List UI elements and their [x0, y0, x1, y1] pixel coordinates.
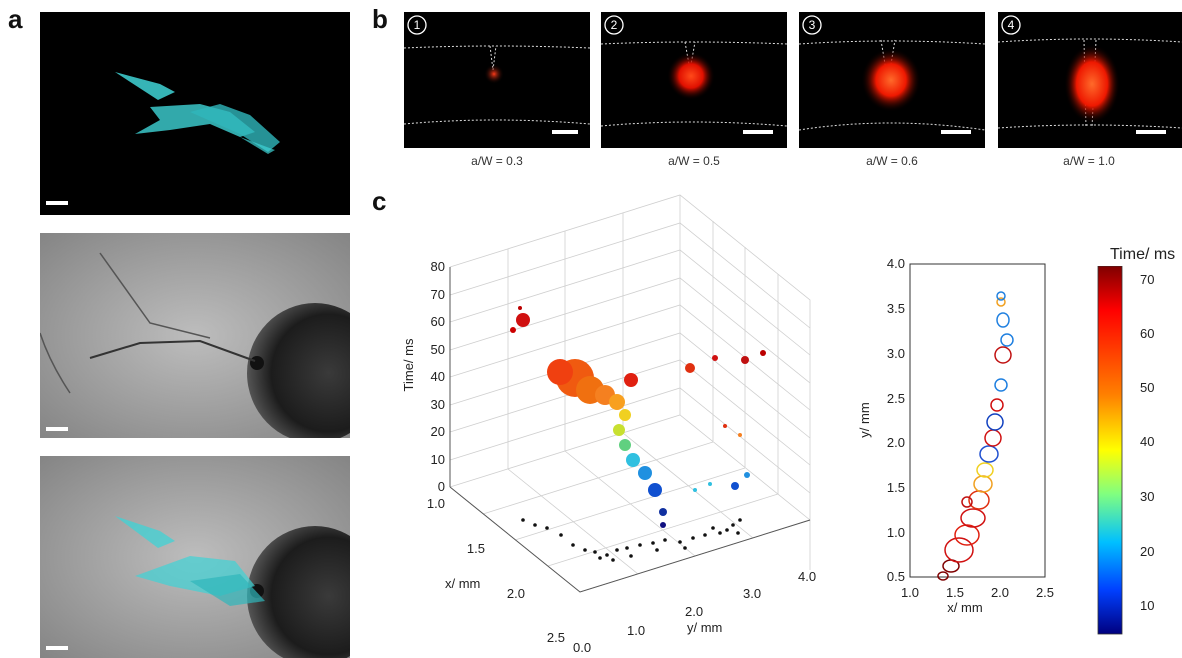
x-tick-1-0: 1.0 [427, 496, 445, 511]
y2d-tick-6: 3.5 [887, 301, 905, 316]
scatter-3d-plot: 0 10 20 30 40 50 60 70 80 Time/ ms 1.0 1… [401, 194, 816, 655]
scale-bar-2 [46, 427, 68, 431]
brightfield-image [40, 233, 350, 438]
panel-label-b: b [372, 4, 388, 34]
x2d-axis-label: x/ mm [947, 600, 982, 615]
y-tick-4-0: 4.0 [798, 569, 816, 584]
overlay-image [40, 456, 350, 658]
y-tick-1-0: 1.0 [627, 623, 645, 638]
frame-1-drawing [403, 45, 591, 134]
x2d-tick-1: 1.5 [946, 585, 964, 600]
z-tick-labels: 0 10 20 30 40 50 60 70 80 [431, 259, 445, 494]
frame-4-caption: a/W = 1.0 [1063, 154, 1115, 168]
colorbar-tick-60: 60 [1140, 326, 1154, 341]
y2d-axis-label: y/ mm [857, 402, 872, 437]
z-tick-50: 50 [431, 342, 445, 357]
frame-2-number: 2 [603, 14, 625, 36]
z-tick-80: 80 [431, 259, 445, 274]
frame-1-number-text: 1 [414, 18, 421, 32]
colorbar-ticks: 10 20 30 40 50 60 70 [1140, 272, 1154, 613]
panel-label-c: c [372, 186, 387, 216]
z-tick-60: 60 [431, 314, 445, 329]
frame-3-caption: a/W = 0.6 [866, 154, 918, 168]
x2d-tick-labels: 1.0 1.5 2.0 2.5 [901, 585, 1054, 600]
frame-1-caption: a/W = 0.3 [471, 154, 523, 168]
x-tick-labels: 1.0 1.5 2.0 2.5 [427, 496, 565, 645]
frame-3-number-text: 3 [809, 18, 816, 32]
x2d-tick-2: 2.0 [991, 585, 1009, 600]
z-tick-10: 10 [431, 452, 445, 467]
y2d-tick-1: 1.0 [887, 525, 905, 540]
x-axis-label: x/ mm [445, 576, 480, 591]
frame-2-drawing [600, 41, 788, 134]
frame-3-number: 3 [801, 14, 823, 36]
colorbar-tick-50: 50 [1140, 380, 1154, 395]
y2d-tick-7: 4.0 [887, 256, 905, 271]
x-tick-1-5: 1.5 [467, 541, 485, 556]
scale-bar-3 [46, 646, 68, 650]
frame-3 [798, 12, 986, 148]
frame-1-number: 1 [406, 14, 428, 36]
projection-points [521, 518, 742, 562]
frame-2-number-text: 2 [611, 18, 618, 32]
y-tick-0-0: 0.0 [573, 640, 591, 655]
scatter-2d-points [937, 291, 1014, 581]
colorbar-tick-40: 40 [1140, 434, 1154, 449]
frame-4-number-text: 4 [1008, 18, 1015, 32]
z-tick-30: 30 [431, 397, 445, 412]
y-tick-labels: 0.0 1.0 2.0 3.0 4.0 [573, 569, 816, 655]
frame-1 [403, 12, 591, 148]
frame-2 [600, 12, 788, 148]
x-tick-2-0: 2.0 [507, 586, 525, 601]
y-axis-label: y/ mm [687, 620, 722, 635]
y2d-tick-2: 1.5 [887, 480, 905, 495]
z-tick-40: 40 [431, 369, 445, 384]
colorbar-tick-10: 10 [1140, 598, 1154, 613]
z-tick-20: 20 [431, 424, 445, 439]
x2d-tick-3: 2.5 [1036, 585, 1054, 600]
y2d-tick-0: 0.5 [887, 569, 905, 584]
y2d-tick-4: 2.5 [887, 391, 905, 406]
z-tick-70: 70 [431, 287, 445, 302]
cyan-fracture-shape [115, 72, 280, 154]
scale-bar [46, 201, 68, 205]
colorbar-tick-20: 20 [1140, 544, 1154, 559]
frame-4-drawing [997, 38, 1182, 134]
frame-4-number: 4 [1000, 14, 1022, 36]
overlay-drawing [40, 456, 350, 658]
x-tick-2-5: 2.5 [547, 630, 565, 645]
y2d-tick-5: 3.0 [887, 346, 905, 361]
panel-label-a: a [8, 4, 23, 34]
y-tick-3-0: 3.0 [743, 586, 761, 601]
colorbar-tick-70: 70 [1140, 272, 1154, 287]
colorbar: 10 20 30 40 50 60 70 [1097, 266, 1154, 635]
y2d-tick-3: 2.0 [887, 435, 905, 450]
frame-4 [997, 12, 1182, 148]
frame-3-drawing [798, 39, 986, 134]
z-axis-label: Time/ ms [401, 338, 416, 391]
scatter-2d-plot: 0.5 1.0 1.5 2.0 2.5 3.0 3.5 4.0 1.0 1.5 … [857, 256, 1054, 615]
scatter-3d-points [510, 306, 766, 528]
fluorescence-image [40, 12, 350, 215]
z-tick-0: 0 [438, 479, 445, 494]
colorbar-tick-30: 30 [1140, 489, 1154, 504]
brightfield-drawing [40, 233, 350, 438]
y-tick-2-0: 2.0 [685, 604, 703, 619]
frame-2-caption: a/W = 0.5 [668, 154, 720, 168]
y2d-tick-labels: 0.5 1.0 1.5 2.0 2.5 3.0 3.5 4.0 [887, 256, 905, 584]
colorbar-label: Time/ ms [1110, 246, 1176, 263]
3d-grid [449, 194, 811, 593]
x2d-tick-0: 1.0 [901, 585, 919, 600]
